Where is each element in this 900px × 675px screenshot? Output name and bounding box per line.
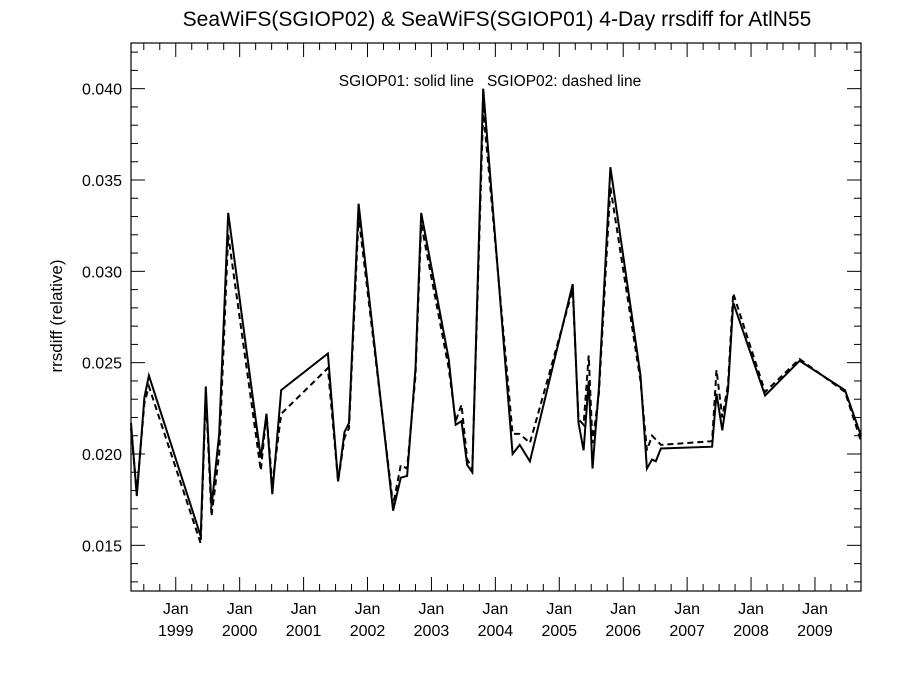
x-tick-label-year: 2002 [350,623,386,640]
x-tick-label-year: 2001 [286,623,322,640]
chart-title: SeaWiFS(SGIOP02) & SeaWiFS(SGIOP01) 4-Da… [183,8,812,31]
x-tick-label-month: Jan [738,601,764,618]
x-tick-label-year: 2000 [222,623,258,640]
x-tick-label-month: Jan [163,601,189,618]
x-tick-label-month: Jan [419,601,445,618]
x-tick-label-month: Jan [610,601,636,618]
x-tick-label-month: Jan [482,601,508,618]
series-layer [130,88,862,544]
series-line-sgiop02 [130,108,862,544]
series-line-sgiop01 [130,88,862,537]
x-tick-label-year: 2008 [733,623,769,640]
x-tick-label-month: Jan [546,601,572,618]
x-tick-label-month: Jan [355,601,381,618]
y-ticks: 0.015 0.020 0.025 0.030 0.035 0.040 [82,51,861,583]
x-tick-label-month: Jan [291,601,317,618]
x-tick-label-year: 2009 [797,623,833,640]
x-tick-label-month: Jan [802,601,828,618]
y-tick-label: 0.015 [82,538,122,555]
plot-frame [130,42,862,592]
y-tick-label: 0.030 [82,264,122,281]
y-tick-label: 0.040 [82,82,122,99]
x-ticks: Jan 1999 Jan 2000 Jan 2001 Jan 2002 Jan 2003 Jan 20… [143,43,848,640]
x-tick-label-year: 2005 [541,623,577,640]
x-tick-label-month: Jan [674,601,700,618]
y-tick-label: 0.025 [82,356,122,373]
y-axis-label: rrsdiff (relative) [47,259,66,372]
x-tick-label-year: 2003 [414,623,450,640]
x-tick-label-year: 2006 [605,623,641,640]
y-tick-label: 0.020 [82,447,122,464]
x-tick-label-year: 2004 [478,623,514,640]
x-tick-label-year: 2007 [669,623,705,640]
x-tick-label-year: 1999 [158,623,194,640]
y-tick-label: 0.035 [82,173,122,190]
x-tick-label-month: Jan [227,601,253,618]
chart-annotation: SGIOP01: solid line SGIOP02: dashed line [339,73,641,90]
